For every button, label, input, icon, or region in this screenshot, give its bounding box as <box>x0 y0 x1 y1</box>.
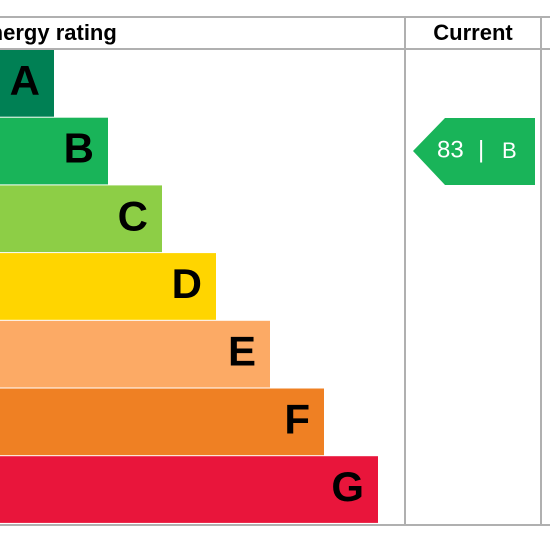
band-letter: D <box>172 260 202 307</box>
band-letter: B <box>64 125 94 172</box>
band-bar <box>0 185 162 253</box>
band-bar <box>0 456 378 523</box>
band-letter: A <box>10 57 40 104</box>
band-letter: F <box>284 395 310 442</box>
current-band: B <box>502 138 517 163</box>
band-bar <box>0 50 54 117</box>
header-rating: Energy rating <box>0 20 117 45</box>
band-letter: E <box>228 328 256 375</box>
band-bar <box>0 117 108 185</box>
current-score: 83 <box>437 136 464 163</box>
current-separator: | <box>478 136 484 163</box>
band-letter: G <box>331 463 364 510</box>
band-bar <box>0 320 270 388</box>
header-current: Current <box>433 20 513 45</box>
band-bar <box>0 388 324 456</box>
band-bar <box>0 253 216 320</box>
current-arrow <box>413 118 535 185</box>
band-letter: C <box>118 192 148 239</box>
